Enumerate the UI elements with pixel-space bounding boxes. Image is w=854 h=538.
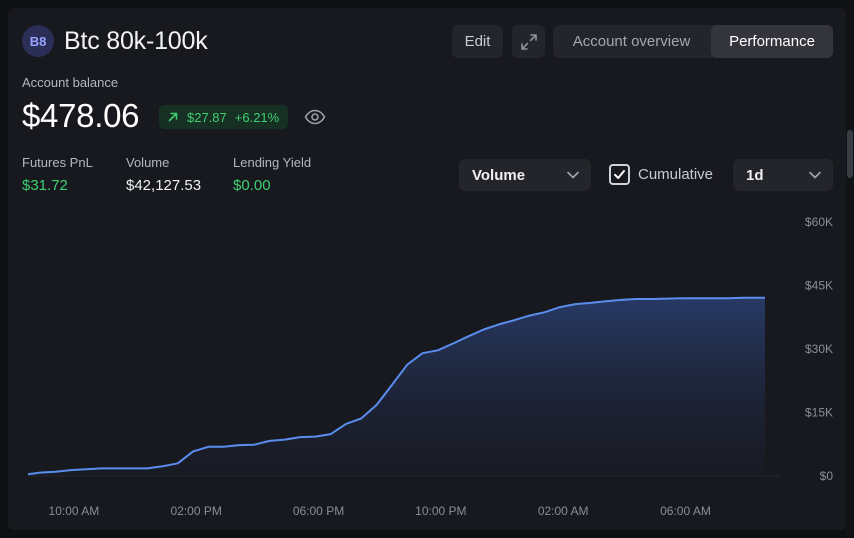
lending-yield-label: Lending Yield — [233, 155, 312, 170]
metric-select-value: Volume — [472, 166, 526, 184]
edit-button[interactable]: Edit — [452, 25, 503, 58]
x-axis-tick-label: 10:00 AM — [49, 504, 100, 518]
x-axis-tick-label: 06:00 PM — [293, 504, 344, 518]
x-axis-tick-label: 02:00 PM — [171, 504, 222, 518]
y-axis-tick-label: $45K — [805, 279, 833, 293]
account-name: Btc 80k-100k — [64, 27, 208, 55]
y-axis-tick-label: $60K — [805, 215, 833, 229]
tab-performance[interactable]: Performance — [711, 25, 833, 58]
arrow-up-right-icon — [168, 112, 178, 122]
chevron-down-icon — [809, 171, 821, 179]
balance-label: Account balance — [22, 75, 119, 90]
change-amount: $27.87 — [187, 109, 227, 125]
metric-select[interactable]: Volume — [459, 159, 591, 191]
balance-change-badge: $27.87 +6.21% — [159, 105, 289, 129]
change-percent: +6.21% — [234, 109, 280, 125]
volume-area-fill — [28, 297, 765, 476]
y-axis-tick-label: $15K — [805, 406, 833, 420]
lending-yield-value: $0.00 — [233, 177, 271, 194]
futures-pnl-label: Futures PnL — [22, 155, 93, 170]
volume-value: $42,127.53 — [126, 177, 202, 194]
cumulative-label: Cumulative — [638, 166, 714, 183]
y-axis-tick-label: $30K — [805, 342, 833, 356]
interval-select-value: 1d — [746, 166, 764, 184]
chevron-down-icon — [567, 171, 579, 179]
view-switcher: Account overview Performance — [553, 25, 833, 58]
x-axis-tick-label: 06:00 AM — [660, 504, 711, 518]
x-axis-tick-label: 10:00 PM — [415, 504, 466, 518]
tab-account-overview[interactable]: Account overview — [572, 33, 691, 50]
volume-series-line[interactable] — [27, 296, 766, 476]
futures-pnl-value: $31.72 — [22, 177, 68, 194]
expand-icon — [520, 33, 537, 50]
y-axis-tick-label: $0 — [820, 469, 834, 483]
account-balance: $478.06 — [22, 97, 140, 134]
x-axis-tick-label: 02:00 AM — [538, 504, 589, 518]
cumulative-checkbox[interactable] — [609, 164, 630, 185]
account-avatar: B8 — [22, 25, 54, 57]
interval-select[interactable]: 1d — [733, 159, 833, 191]
scrollbar-thumb[interactable] — [847, 130, 853, 178]
expand-button[interactable] — [512, 25, 545, 58]
volume-label: Volume — [126, 155, 170, 170]
check-icon — [614, 170, 625, 179]
eye-icon[interactable] — [304, 107, 326, 127]
page-scrollbar[interactable] — [846, 0, 854, 538]
